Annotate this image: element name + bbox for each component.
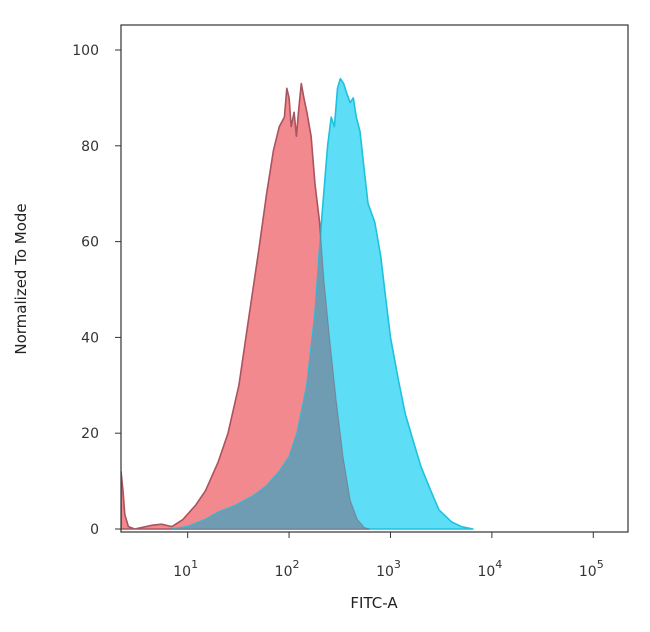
x-tick-label: 102 <box>275 558 300 580</box>
x-tick-label: 103 <box>376 558 401 580</box>
x-tick-label: 104 <box>477 558 502 580</box>
y-tick-label: 100 <box>72 43 99 59</box>
x-axis: 101 102 103 104 105 <box>173 532 604 580</box>
x-tick-label: 101 <box>173 558 198 580</box>
series-overlap-region <box>172 83 370 529</box>
series-layer <box>121 77 474 530</box>
y-axis: 0 20 40 60 80 100 <box>72 43 121 538</box>
x-axis-label: FITC-A <box>350 594 398 612</box>
plot-frame <box>120 24 629 533</box>
y-tick-label: 0 <box>90 522 99 538</box>
y-tick-label: 60 <box>81 235 99 251</box>
y-tick-label: 80 <box>81 139 99 155</box>
x-tick-label: 105 <box>579 558 604 580</box>
y-axis-label: Normalized To Mode <box>12 203 30 354</box>
y-tick-label: 20 <box>81 426 99 442</box>
series-isotype-outline <box>121 83 370 530</box>
y-tick-label: 40 <box>81 330 99 346</box>
